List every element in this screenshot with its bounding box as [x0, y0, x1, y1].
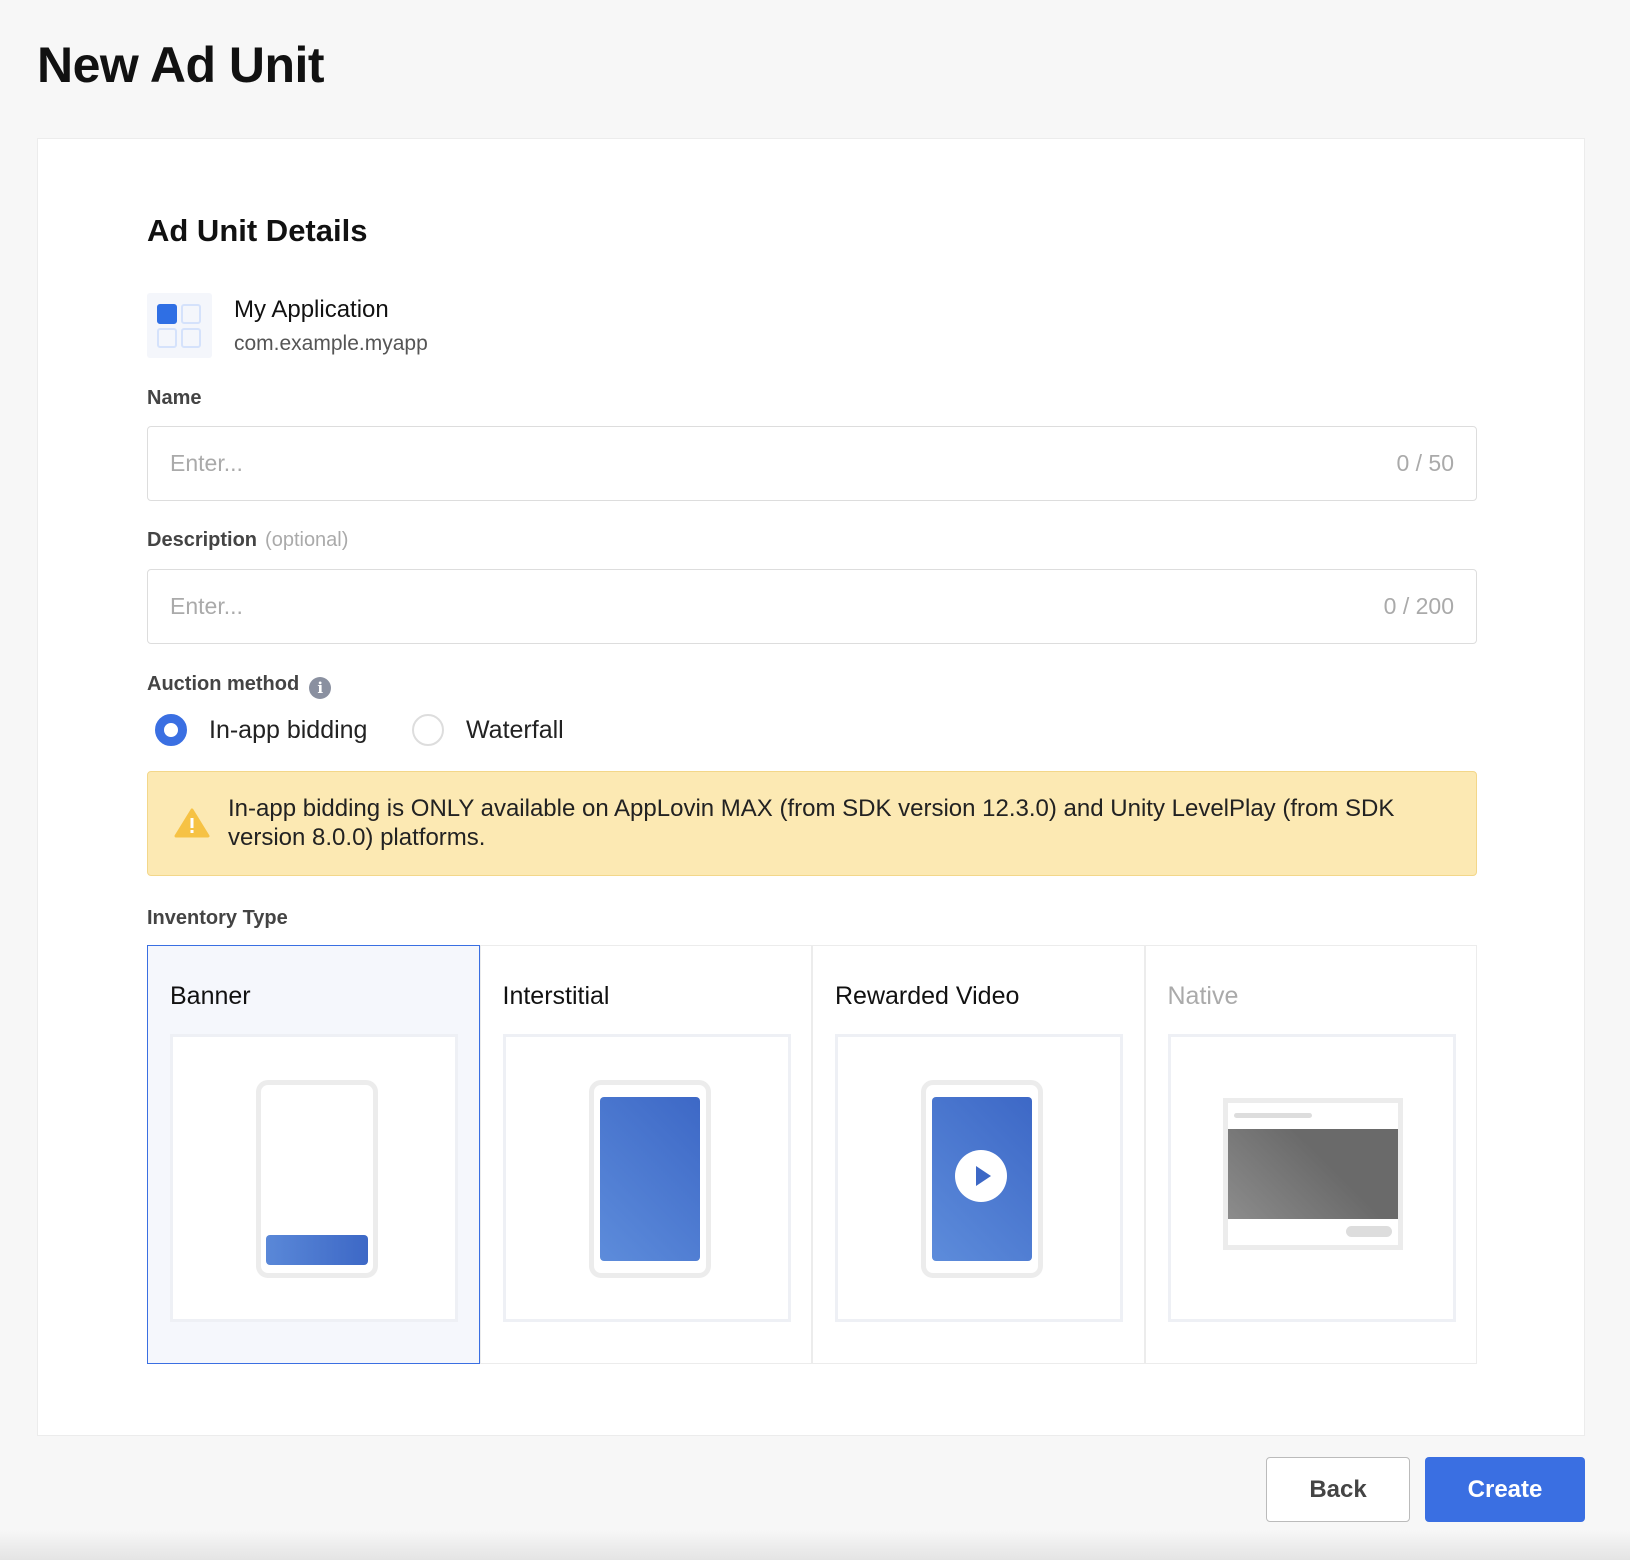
inventory-type-label: Inventory Type	[147, 907, 288, 929]
radio-selected-icon[interactable]	[155, 714, 187, 746]
inventory-tile-rewarded-video[interactable]: Rewarded Video	[812, 945, 1145, 1364]
native-preview-icon	[1167, 1034, 1456, 1322]
warning-icon	[174, 808, 210, 838]
warning-banner: In-app bidding is ONLY available on AppL…	[147, 771, 1477, 876]
page-title: New Ad Unit	[37, 37, 325, 93]
tile-label: Banner	[170, 982, 251, 1010]
description-field[interactable]: 0 / 200	[147, 569, 1477, 644]
info-icon[interactable]: i	[309, 677, 332, 699]
radio-label: Waterfall	[466, 715, 564, 744]
radio-in-app-bidding[interactable]: In-app bidding	[155, 714, 367, 746]
app-name: My Application	[234, 296, 389, 323]
radio-label: In-app bidding	[209, 715, 368, 744]
banner-preview-icon	[170, 1034, 458, 1322]
radio-waterfall[interactable]: Waterfall	[412, 714, 564, 746]
play-icon	[955, 1150, 1007, 1202]
optional-hint: (optional)	[265, 529, 349, 551]
description-label-text: Description	[147, 529, 258, 551]
tile-label: Native	[1167, 982, 1239, 1010]
description-label: Description (optional)	[147, 529, 348, 552]
bottom-shadow	[0, 1530, 1630, 1560]
radio-unselected-icon[interactable]	[412, 714, 444, 746]
name-field[interactable]: 0 / 50	[147, 426, 1477, 501]
app-bundle-id: com.example.myapp	[234, 332, 428, 355]
inventory-tile-native: Native	[1144, 945, 1477, 1364]
auction-method-text: Auction method	[147, 673, 300, 695]
interstitial-preview-icon	[502, 1034, 791, 1322]
name-input[interactable]	[170, 450, 1397, 477]
create-button[interactable]: Create	[1425, 1457, 1585, 1522]
app-grid-icon	[147, 293, 212, 358]
inventory-type-selector: Banner Interstitial Rewarded Video Nativ…	[147, 945, 1477, 1364]
tile-label: Rewarded Video	[835, 982, 1020, 1010]
name-label: Name	[147, 387, 202, 409]
name-counter: 0 / 50	[1396, 450, 1454, 476]
rewarded-video-preview-icon	[835, 1034, 1123, 1322]
description-counter: 0 / 200	[1383, 593, 1454, 619]
warning-text: In-app bidding is ONLY available on AppL…	[228, 795, 1395, 851]
back-button[interactable]: Back	[1266, 1457, 1410, 1522]
inventory-tile-interstitial[interactable]: Interstitial	[479, 945, 812, 1364]
auction-method-label: Auction method i	[147, 673, 332, 699]
description-input[interactable]	[170, 593, 1384, 620]
inventory-tile-banner[interactable]: Banner	[147, 945, 480, 1364]
section-title: Ad Unit Details	[147, 213, 368, 248]
tile-label: Interstitial	[502, 982, 610, 1010]
ad-unit-form-card: Ad Unit Details My Application com.examp…	[37, 138, 1585, 1436]
